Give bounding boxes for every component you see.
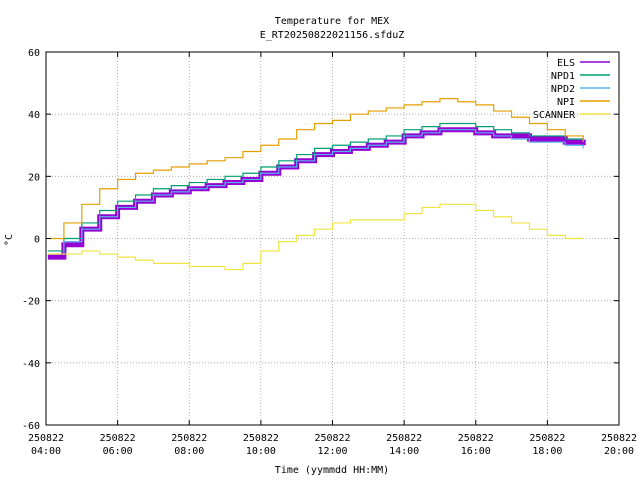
- series-line-npi: [47, 98, 584, 240]
- chart-subtitle: E_RT20250822021156.sfduZ: [260, 30, 405, 41]
- x-tick-time-label: 06:00: [103, 446, 133, 457]
- legend-label-els: ELS: [557, 58, 575, 69]
- y-tick-label: 40: [28, 110, 40, 121]
- x-tick-date-label: 250822: [28, 433, 64, 444]
- x-tick-date-label: 250822: [386, 433, 422, 444]
- series-line-scanner: [47, 203, 584, 271]
- y-axis-ticks: -60 -40 -20 0 20 40 60: [22, 48, 619, 432]
- y-tick-label: -40: [22, 359, 40, 370]
- legend: ELS NPD1 NPD2 NPI SCANNER: [533, 58, 610, 121]
- x-tick-date-label: 250822: [243, 433, 279, 444]
- legend-label-npi: NPI: [557, 97, 575, 108]
- x-axis-ticks: 250822 04:00 250822 06:00 250822 08:00 250822 1…: [28, 52, 637, 457]
- series-lines: [47, 98, 586, 271]
- x-tick-time-label: 04:00: [31, 446, 61, 457]
- legend-label-npd1: NPD1: [551, 71, 575, 82]
- x-tick-date-label: 250822: [171, 433, 207, 444]
- y-tick-label: 0: [34, 235, 40, 246]
- y-tick-label: 20: [28, 172, 40, 183]
- series-line-npd1: [47, 122, 584, 252]
- grid-lines: [46, 52, 619, 425]
- series-line-npd2: [47, 129, 584, 255]
- legend-label-npd2: NPD2: [551, 84, 575, 95]
- y-tick-label: -20: [22, 297, 40, 308]
- y-tick-label: -60: [22, 421, 40, 432]
- x-tick-date-label: 250822: [529, 433, 565, 444]
- x-tick-time-label: 10:00: [246, 446, 276, 457]
- x-tick-time-label: 14:00: [389, 446, 419, 457]
- x-tick-time-label: 16:00: [461, 446, 491, 457]
- x-tick-time-label: 08:00: [174, 446, 204, 457]
- x-tick-time-label: 18:00: [532, 446, 562, 457]
- legend-label-scanner: SCANNER: [533, 110, 576, 121]
- x-tick-time-label: 20:00: [604, 446, 634, 457]
- x-tick-date-label: 250822: [601, 433, 637, 444]
- x-axis-label: Time (yymmdd HH:MM): [275, 465, 389, 476]
- x-tick-time-label: 12:00: [317, 446, 347, 457]
- x-tick-date-label: 250822: [458, 433, 494, 444]
- x-tick-date-label: 250822: [314, 433, 350, 444]
- y-tick-label: 60: [28, 48, 40, 59]
- y-axis-label: °C: [4, 234, 15, 246]
- chart-title: Temperature for MEX: [275, 16, 389, 27]
- x-tick-date-label: 250822: [100, 433, 136, 444]
